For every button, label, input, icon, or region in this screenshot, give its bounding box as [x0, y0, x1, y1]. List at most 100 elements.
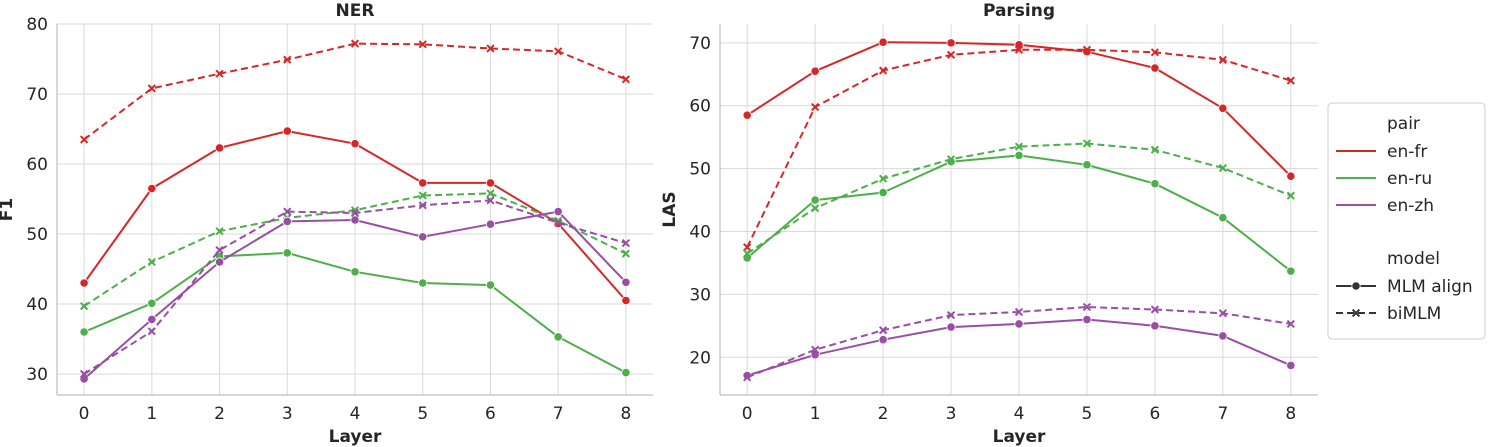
data-point: [79, 301, 89, 311]
data-point: [878, 66, 888, 75]
y-tick-label: 70: [26, 85, 48, 105]
legend-marker: [1351, 281, 1361, 291]
x-tick-label: 6: [1149, 404, 1160, 424]
data-point: [1150, 145, 1160, 154]
data-point: [621, 249, 631, 258]
y-tick-label: 80: [26, 15, 48, 35]
data-point: [485, 280, 496, 290]
data-point: [946, 50, 956, 59]
data-point: [282, 126, 292, 136]
data-point: [147, 84, 156, 93]
data-point: [283, 55, 292, 64]
x-tick-label: 8: [1285, 404, 1296, 424]
data-point: [878, 37, 888, 47]
data-point: [1014, 142, 1024, 151]
data-point: [946, 311, 956, 320]
y-tick-label: 40: [26, 295, 48, 315]
data-point: [418, 232, 428, 242]
x-tick-label: 4: [1014, 404, 1025, 424]
legend-label-en-fr: en-fr: [1387, 142, 1427, 162]
data-point: [418, 278, 428, 288]
x-tick-label: 5: [417, 404, 428, 424]
data-point: [553, 332, 563, 342]
data-point: [1218, 213, 1228, 223]
data-point: [1150, 305, 1160, 314]
series-en-ru-bimlm: [743, 139, 1295, 258]
data-point: [215, 69, 224, 78]
series-en-ru-bimlm: [79, 189, 631, 311]
data-point: [1150, 321, 1160, 331]
x-tick-label: 7: [1217, 404, 1228, 424]
series-en-zh-mlm-align: [79, 207, 631, 384]
data-point: [1218, 309, 1227, 318]
y-tick-label: 40: [689, 223, 711, 243]
x-axis-label: Layer: [993, 427, 1046, 447]
data-point: [621, 238, 631, 248]
x-tick-label: 2: [878, 404, 889, 424]
data-point: [147, 314, 157, 324]
data-point: [1082, 302, 1092, 312]
legend-label-bimlm: biMLM: [1387, 304, 1441, 324]
x-tick-label: 0: [742, 404, 753, 424]
data-point: [946, 38, 956, 48]
panel-title: Parsing: [983, 1, 1055, 21]
legend-model-title: model: [1387, 249, 1440, 269]
data-point: [878, 187, 888, 198]
data-point: [486, 189, 495, 198]
data-point: [350, 215, 360, 225]
data-point: [1150, 63, 1160, 73]
data-point: [946, 155, 956, 164]
series-en-ru-mlm-align: [79, 248, 631, 378]
data-point: [1014, 45, 1024, 54]
legend-label-mlm-align: MLM align: [1387, 277, 1473, 297]
data-point: [742, 253, 752, 263]
data-point: [282, 248, 292, 258]
data-point: [1150, 48, 1160, 57]
data-point: [350, 267, 360, 277]
data-point: [878, 335, 888, 345]
data-point: [79, 327, 89, 337]
x-tick-label: 1: [810, 404, 821, 424]
legend-label-en-zh: en-zh: [1387, 196, 1434, 216]
data-point: [621, 295, 631, 306]
x-tick-label: 8: [620, 404, 631, 424]
data-point: [1218, 163, 1227, 173]
y-tick-label: 60: [26, 155, 48, 175]
y-axis-label: LAS: [660, 191, 680, 227]
data-point: [810, 195, 820, 205]
data-point: [1286, 360, 1296, 371]
data-point: [1082, 314, 1092, 325]
data-point: [1014, 307, 1024, 317]
data-point: [283, 207, 292, 216]
data-point: [1218, 103, 1228, 113]
data-point: [485, 178, 496, 188]
data-point: [214, 257, 225, 267]
data-point: [621, 277, 631, 287]
data-point: [878, 326, 888, 335]
data-point: [811, 204, 820, 213]
data-point: [810, 66, 820, 76]
data-point: [554, 47, 563, 56]
data-point: [1082, 139, 1092, 148]
data-point: [350, 39, 360, 48]
data-point: [1082, 45, 1092, 54]
y-tick-label: 30: [689, 285, 711, 305]
y-tick-label: 50: [26, 225, 48, 245]
x-tick-label: 0: [79, 404, 90, 424]
data-point: [1286, 319, 1295, 329]
data-point: [1286, 171, 1296, 181]
data-point: [743, 243, 752, 252]
x-axis-label: Layer: [329, 427, 382, 447]
data-point: [282, 216, 292, 226]
data-point: [418, 191, 427, 200]
data-point: [743, 249, 752, 258]
data-point: [811, 345, 820, 354]
data-point: [418, 178, 428, 188]
y-tick-label: 20: [689, 348, 711, 368]
data-point: [1218, 331, 1228, 341]
y-axis-label: F1: [0, 198, 17, 221]
series-line: [746, 48, 1292, 248]
data-point: [1286, 76, 1295, 85]
data-point: [214, 143, 225, 153]
